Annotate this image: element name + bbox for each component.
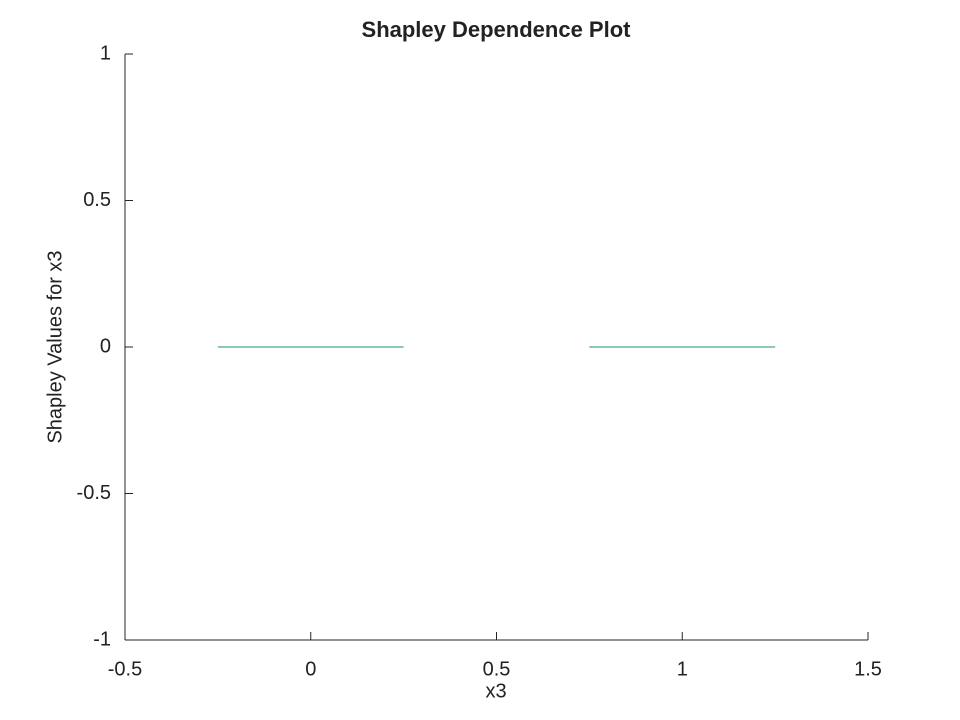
- x-tick-label: 0.5: [483, 658, 511, 680]
- x-tick-label: 0: [305, 658, 316, 680]
- y-axis-label: Shapley Values for x3: [44, 250, 66, 443]
- y-tick-label: 0: [100, 335, 111, 357]
- chart-title: Shapley Dependence Plot: [362, 17, 632, 42]
- x-axis-label: x3: [485, 680, 506, 702]
- y-tick-label: 1: [100, 42, 111, 64]
- x-tick-label: -0.5: [108, 658, 142, 680]
- y-tick-label: -0.5: [77, 482, 111, 504]
- x-tick-label: 1.5: [854, 658, 882, 680]
- y-tick-label: 0.5: [83, 189, 111, 211]
- x-tick-label: 1: [677, 658, 688, 680]
- y-tick-label: -1: [93, 628, 111, 650]
